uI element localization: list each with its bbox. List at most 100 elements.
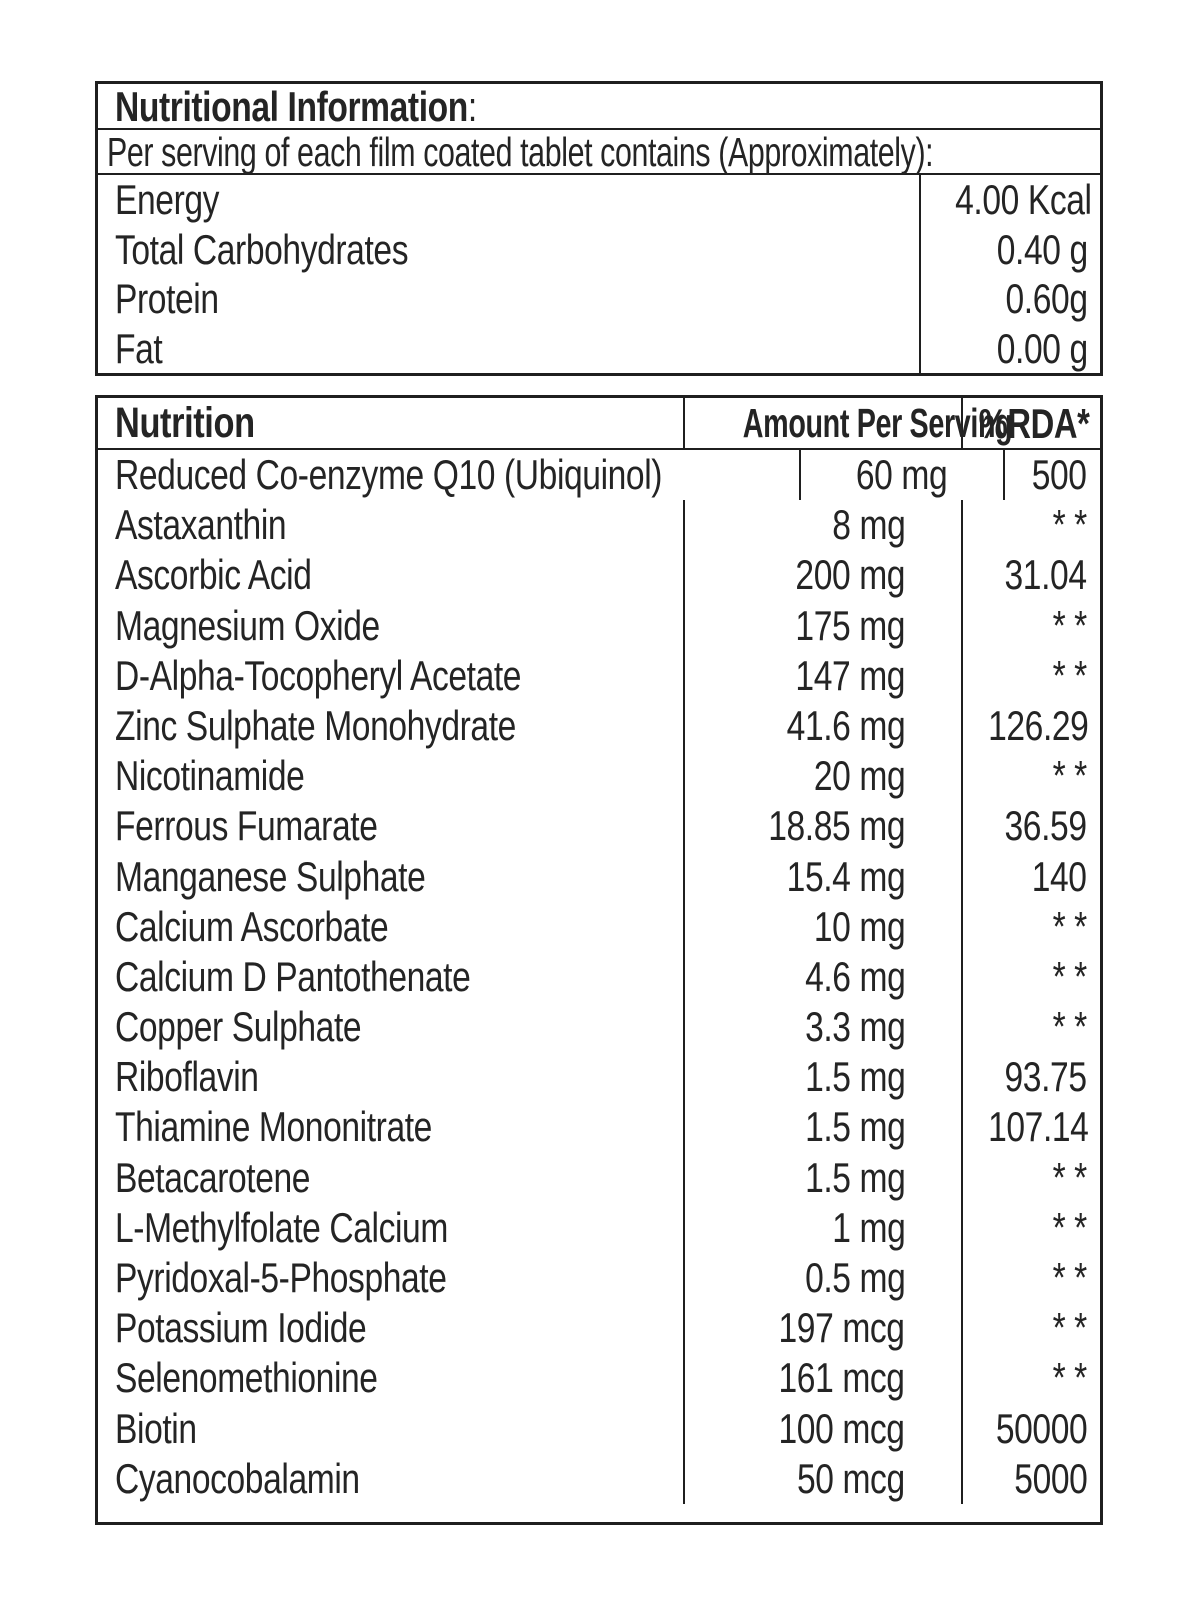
nutrient-amount: 1.5 mg — [683, 1052, 961, 1103]
nutrient-rda: * * — [961, 650, 1100, 701]
table-row: Riboflavin 1.5 mg 93.75 — [98, 1052, 1100, 1103]
nutrient-rda: * * — [961, 600, 1100, 651]
table-row: Zinc Sulphate Monohydrate 41.6 mg 126.29 — [98, 700, 1100, 752]
table-row: Magnesium Oxide 175 mg * * — [98, 600, 1100, 651]
nutrient-name: Biotin — [115, 1404, 197, 1452]
nutrient-amount: 60 mg — [798, 450, 1003, 501]
nutrient-amount: 200 mg — [683, 550, 961, 601]
panel-title-text: Nutritional Information — [115, 83, 468, 130]
nutrient-rda: * * — [961, 951, 1100, 1003]
nutrient-name: Riboflavin — [115, 1053, 259, 1101]
table-row: Cyanocobalamin 50 mcg 5000 — [98, 1453, 1100, 1504]
fact-label: Fat — [115, 324, 163, 372]
nutrient-name: L-Methylfolate Calcium — [115, 1203, 448, 1251]
nutrient-name: Manganese Sulphate — [115, 852, 426, 900]
nutrient-amount: 4.6 mg — [683, 951, 961, 1003]
nutrient-rda: * * — [961, 1303, 1100, 1354]
nutrient-rda: 126.29 — [961, 700, 1100, 752]
table-row: Betacarotene 1.5 mg * * — [98, 1152, 1100, 1203]
table-header-row: Nutrition Amount Per Serving %RDA* — [98, 398, 1100, 450]
nutrient-amount: 0.5 mg — [683, 1253, 961, 1304]
nutrient-rda: * * — [961, 1002, 1100, 1053]
header-amount-per-serving: Amount Per Serving — [683, 398, 1013, 448]
nutrient-rda: 93.75 — [961, 1052, 1100, 1103]
nutrient-rda: 5000 — [961, 1453, 1100, 1504]
nutrient-name: Pyridoxal-5-Phosphate — [115, 1254, 447, 1301]
nutrient-rda: 107.14 — [961, 1102, 1100, 1153]
panel-title-colon: : — [467, 83, 477, 130]
nutrient-rda: 140 — [961, 851, 1100, 902]
nutrient-amount: 161 mcg — [683, 1353, 961, 1404]
nutrient-amount: 1.5 mg — [683, 1102, 961, 1153]
table-row: Calcium D Pantothenate 4.6 mg * * — [98, 951, 1100, 1003]
table-row: Thiamine Mononitrate 1.5 mg 107.14 — [98, 1102, 1100, 1153]
nutrient-rda: * * — [961, 901, 1100, 952]
table-row: Energy 4.00 Kcal — [98, 175, 1100, 225]
panel-title: Nutritional Information: — [115, 84, 477, 129]
table-row: Manganese Sulphate 15.4 mg 140 — [98, 851, 1100, 902]
table-row: Protein 0.60g — [98, 274, 1100, 324]
nutrient-amount: 20 mg — [683, 751, 961, 802]
nutrient-name: D-Alpha-Tocopheryl Acetate — [115, 651, 522, 699]
nutrient-name: Betacarotene — [115, 1153, 311, 1201]
table-row: Selenomethionine 161 mcg * * — [98, 1353, 1100, 1404]
nutrient-amount: 41.6 mg — [683, 700, 961, 752]
fact-value: 0.40 g — [919, 224, 1100, 274]
nutritional-information-panel: Nutritional Information: Per serving of … — [95, 81, 1103, 376]
serving-statement-row: Per serving of each film coated tablet c… — [98, 130, 1100, 175]
table-row: Reduced Co-enzyme Q10 (Ubiquinol) 60 mg … — [98, 450, 1100, 501]
panel-title-row: Nutritional Information: — [98, 84, 1100, 130]
nutrient-amount: 15.4 mg — [683, 851, 961, 902]
nutrient-rda: * * — [961, 1152, 1100, 1203]
table-row: Biotin 100 mcg 50000 — [98, 1403, 1100, 1454]
table-row: Total Carbohydrates 0.40 g — [98, 224, 1100, 274]
nutrient-amount: 175 mg — [683, 600, 961, 651]
nutrient-name: Selenomethionine — [115, 1354, 378, 1402]
nutrient-name: Calcium D Pantothenate — [115, 952, 471, 1000]
nutrient-rda: 500 — [1002, 450, 1100, 501]
nutrient-amount: 18.85 mg — [683, 801, 961, 852]
nutrient-amount: 147 mg — [683, 650, 961, 701]
nutrient-name: Ferrous Fumarate — [115, 802, 378, 850]
table-row: L-Methylfolate Calcium 1 mg * * — [98, 1202, 1100, 1253]
nutrient-amount: 197 mcg — [683, 1303, 961, 1354]
nutrient-name: Calcium Ascorbate — [115, 902, 389, 950]
header-rda: %RDA* — [961, 398, 1100, 448]
fact-value: 0.00 g — [919, 323, 1100, 373]
nutrient-name: Nicotinamide — [115, 752, 305, 800]
nutrient-amount: 1.5 mg — [683, 1152, 961, 1203]
nutrient-rda: * * — [961, 1202, 1100, 1253]
nutrient-amount: 1 mg — [683, 1202, 961, 1253]
nutrient-table: Nutrition Amount Per Serving %RDA* Reduc… — [95, 395, 1103, 1525]
nutrient-name: Reduced Co-enzyme Q10 (Ubiquinol) — [115, 451, 663, 498]
fact-label: Energy — [115, 176, 220, 223]
table-row: Copper Sulphate 3.3 mg * * — [98, 1002, 1100, 1053]
nutrient-amount: 8 mg — [683, 500, 961, 551]
nutrient-name: Magnesium Oxide — [115, 601, 380, 649]
fact-value: 4.00 Kcal — [919, 175, 1100, 225]
nutrient-name: Astaxanthin — [115, 501, 287, 549]
nutrient-rda: * * — [961, 1353, 1100, 1404]
nutrient-name: Cyanocobalamin — [115, 1454, 360, 1502]
nutrient-name: Zinc Sulphate Monohydrate — [115, 701, 516, 749]
fact-label: Total Carbohydrates — [115, 225, 409, 273]
nutrient-rda: * * — [961, 751, 1100, 802]
nutrient-amount: 3.3 mg — [683, 1002, 961, 1053]
nutrient-rda: 31.04 — [961, 550, 1100, 601]
table-row: Potassium Iodide 197 mcg * * — [98, 1303, 1100, 1354]
nutrient-rda: * * — [961, 1253, 1100, 1304]
nutrient-name: Copper Sulphate — [115, 1003, 362, 1051]
nutrient-amount: 10 mg — [683, 901, 961, 952]
header-nutrition: Nutrition — [115, 399, 255, 447]
fact-label: Protein — [115, 275, 219, 322]
nutrient-name: Potassium Iodide — [115, 1304, 367, 1352]
nutrient-name: Thiamine Mononitrate — [115, 1103, 432, 1151]
table-row: Ascorbic Acid 200 mg 31.04 — [98, 550, 1100, 601]
table-row: Nicotinamide 20 mg * * — [98, 751, 1100, 802]
table-row: D-Alpha-Tocopheryl Acetate 147 mg * * — [98, 650, 1100, 701]
nutrient-amount: 100 mcg — [683, 1403, 961, 1454]
table-row: Ferrous Fumarate 18.85 mg 36.59 — [98, 801, 1100, 852]
nutrient-rda: 36.59 — [961, 801, 1100, 852]
table-row: Pyridoxal-5-Phosphate 0.5 mg * * — [98, 1253, 1100, 1304]
